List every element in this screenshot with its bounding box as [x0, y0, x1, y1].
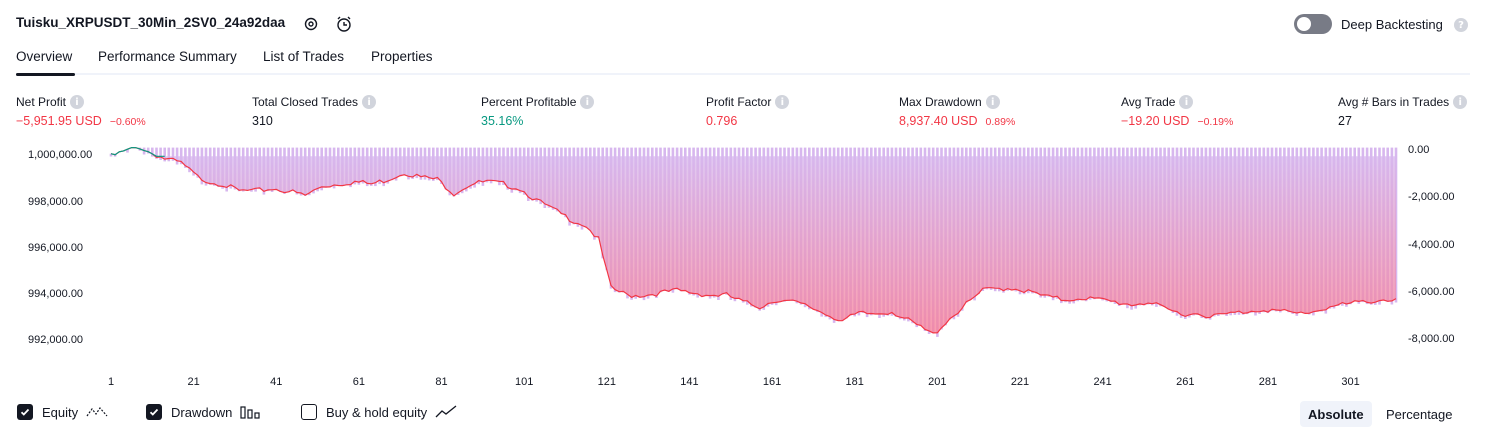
drawdown-bar	[167, 147, 171, 162]
stat-value-avg-bars-in-trades: 27	[1338, 114, 1352, 128]
equity-toggle-label: Equity	[42, 404, 79, 420]
left-axis-tick-label: 996,000.00	[28, 241, 84, 254]
drawdown-bar	[126, 149, 129, 153]
drawdown-bar	[175, 147, 179, 165]
buy-hold-equity-checkbox[interactable]	[301, 404, 317, 420]
x-axis-tick-label: 141	[680, 376, 699, 388]
x-axis-tick-label: 201	[928, 376, 947, 388]
active-tab-indicator	[16, 73, 75, 76]
tab-overview[interactable]: Overview	[16, 49, 73, 64]
x-axis-tick-label: 241	[1093, 376, 1112, 388]
max-drawdown-help-icon[interactable]: i	[985, 95, 1000, 109]
right-axis-tick-label: -6,000.00	[1408, 286, 1455, 298]
add-alert-clock-icon[interactable]	[334, 14, 354, 34]
x-axis-tick-label: 81	[435, 376, 448, 388]
x-axis-tick-label: 101	[514, 376, 534, 388]
x-axis-tick-label: 181	[845, 376, 864, 388]
drawdown-bars-icon	[240, 406, 261, 419]
buy-hold-equity-toggle-label: Buy & hold equity	[326, 404, 428, 420]
stat-label-profit-factor: Profit Factor i	[706, 95, 790, 109]
drawdown-toggle-label: Drawdown	[171, 404, 233, 420]
x-axis-tick-label: 21	[187, 376, 200, 388]
equity-above-start-line	[110, 146, 165, 157]
drawdown-bar	[179, 147, 183, 165]
percentage-scale-button[interactable]: Percentage	[1386, 406, 1453, 422]
tab-properties[interactable]: Properties	[371, 49, 433, 64]
stat-value-percent-profitable: 35.16%	[481, 114, 524, 128]
x-axis-tick-label: 1	[107, 376, 115, 388]
stat-label-net-profit: Net Profit i	[16, 95, 85, 109]
percent-profitable-help-icon[interactable]: i	[580, 95, 595, 109]
stat-label-avg-trade: Avg Trade i	[1121, 95, 1194, 109]
drawdown-checkbox[interactable]	[146, 404, 162, 420]
x-axis-tick-label: 261	[1176, 376, 1195, 388]
stat-label-avg-bars-in-trades: Avg # Bars in Trades i	[1338, 95, 1468, 109]
equity-toggle[interactable]: Equity	[17, 404, 108, 420]
x-axis-tick-label: 41	[270, 376, 283, 388]
drawdown-area	[111, 156, 1396, 333]
equity-line	[110, 146, 1397, 334]
avg-trade-help-icon[interactable]: i	[1179, 95, 1194, 109]
stat-label-max-drawdown: Max Drawdown i	[899, 95, 1000, 109]
right-axis-tick-label: 0.00	[1408, 144, 1430, 156]
equity-drawdown-chart[interactable]	[0, 140, 1486, 390]
tab-list-of-trades[interactable]: List of Trades	[263, 49, 345, 64]
drawdown-bar	[155, 147, 158, 159]
stat-label-percent-profitable: Percent Profitable i	[481, 95, 595, 109]
strategy-title: Tuisku_XRPUSDT_30Min_2SV0_24a92daa	[16, 15, 286, 30]
deep-backtesting-label: Deep Backtesting	[1341, 17, 1443, 32]
drawdown-bar	[159, 147, 162, 160]
buy-hold-line-icon	[435, 405, 457, 418]
stat-value-profit-factor: 0.796	[706, 114, 738, 128]
total-closed-trades-help-icon[interactable]: i	[362, 95, 377, 109]
stat-value-net-profit: −5,951.95 USD −0.60%	[16, 114, 146, 128]
profit-factor-help-icon[interactable]: i	[775, 95, 790, 109]
drawdown-bar	[163, 147, 166, 162]
absolute-scale-button[interactable]: Absolute	[1300, 401, 1372, 427]
avg-bars-help-icon[interactable]: i	[1453, 95, 1468, 109]
x-axis-tick-label: 61	[352, 376, 366, 388]
tab-performance-summary[interactable]: Performance Summary	[98, 49, 237, 64]
stat-label-total-closed-trades: Total Closed Trades i	[252, 95, 377, 109]
equity-line-icon	[86, 407, 108, 417]
drawdown-bar	[146, 147, 150, 154]
x-axis-tick-label: 301	[1341, 376, 1360, 388]
equity-checkbox[interactable]	[17, 404, 33, 420]
drawdown-bar	[171, 147, 175, 161]
right-axis-tick-label: -8,000.00	[1408, 333, 1455, 346]
deep-backtesting-help-icon[interactable]: ?	[1454, 18, 1468, 32]
drawdown-bar	[151, 147, 154, 157]
stat-value-total-closed-trades: 310	[252, 114, 273, 128]
left-axis-tick-label: 1,000,000.00	[28, 149, 93, 162]
net-profit-help-icon[interactable]: i	[70, 95, 85, 109]
stat-value-max-drawdown: 8,937.40 USD 0.89%	[899, 114, 1016, 128]
deep-backtesting-toggle[interactable]	[1294, 14, 1332, 34]
drawdown-bar	[109, 153, 113, 157]
x-axis-tick-label: 161	[762, 376, 782, 388]
right-axis-tick-label: -2,000.00	[1408, 191, 1455, 204]
tabs-divider	[16, 73, 1470, 75]
right-axis-tick-label: -4,000.00	[1408, 238, 1455, 251]
left-axis-tick-label: 994,000.00	[28, 288, 84, 301]
x-axis-tick-label: 281	[1258, 376, 1278, 388]
x-axis-tick-label: 121	[597, 376, 616, 388]
drawdown-toggle[interactable]: Drawdown	[146, 404, 261, 420]
buy-hold-equity-toggle[interactable]: Buy & hold equity	[301, 404, 457, 420]
left-axis-tick-label: 998,000.00	[28, 195, 84, 208]
left-axis-tick-label: 992,000.00	[28, 334, 84, 347]
x-axis-tick-label: 221	[1010, 376, 1030, 388]
stat-value-avg-trade: −19.20 USD −0.19%	[1121, 114, 1234, 128]
settings-gear-icon[interactable]	[301, 14, 321, 34]
